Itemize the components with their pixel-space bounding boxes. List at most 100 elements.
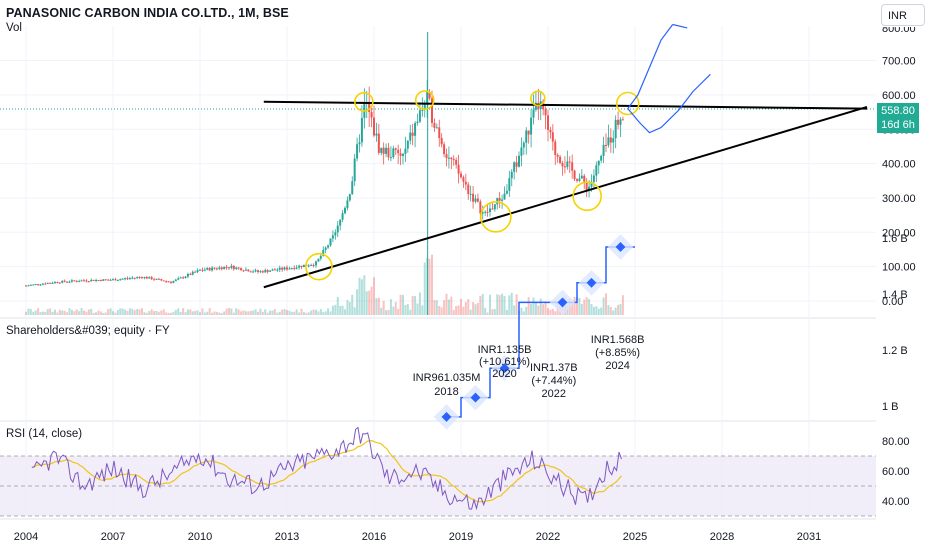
- candle-body: [136, 277, 139, 279]
- volume-bar: [102, 312, 105, 315]
- candle-body: [119, 279, 122, 281]
- candle-body: [302, 264, 305, 268]
- fundamental-marker: [499, 363, 510, 374]
- candle-body: [576, 179, 578, 181]
- volume-bar: [237, 309, 240, 315]
- candle-body: [85, 280, 88, 282]
- volume-bar: [319, 309, 322, 315]
- volume-bar: [276, 312, 279, 315]
- candle-body: [215, 268, 218, 270]
- candle-body: [126, 278, 129, 280]
- currency-selector[interactable]: INR: [881, 4, 925, 26]
- candle-body: [191, 271, 194, 275]
- fundamental-pane-label: Shareholders&#039; equity · FY: [6, 325, 170, 337]
- candle-body: [423, 103, 426, 110]
- volume-bar: [421, 305, 424, 315]
- candle-body: [344, 207, 346, 214]
- volume-bar: [530, 303, 533, 315]
- fundamental-marker: [615, 242, 626, 252]
- volume-bar: [44, 311, 47, 315]
- candle-body: [404, 148, 407, 154]
- volume-bar: [365, 291, 368, 315]
- volume-bar: [450, 296, 453, 315]
- time-tick-label: 2004: [14, 531, 38, 543]
- volume-bar: [203, 312, 206, 315]
- volume-bar: [133, 310, 136, 315]
- candle-body: [39, 284, 42, 286]
- candle-body: [486, 211, 489, 213]
- candle-body: [49, 282, 52, 284]
- candle-body: [585, 182, 588, 191]
- volume-bar: [605, 293, 607, 315]
- volume-bar: [360, 279, 363, 315]
- price-tick-label: 200.00: [882, 227, 916, 239]
- pattern-circle: [615, 91, 640, 116]
- candle-body: [172, 281, 175, 283]
- volume-bar: [254, 309, 257, 315]
- volume-bar: [208, 308, 211, 315]
- volume-bar: [592, 306, 595, 315]
- volume-bar: [114, 312, 117, 315]
- volume-bar: [614, 307, 617, 315]
- candle-body: [44, 283, 47, 285]
- volume-bar: [542, 304, 545, 315]
- candle-body: [133, 277, 136, 279]
- volume-bar: [66, 312, 69, 315]
- volume-bar: [259, 308, 262, 315]
- volume-bar: [37, 308, 40, 315]
- candle-body: [435, 127, 438, 129]
- volume-bar: [498, 295, 501, 315]
- time-tick-label: 2031: [797, 531, 821, 543]
- volume-bar: [597, 308, 600, 315]
- candle-body: [310, 264, 313, 266]
- volume-bar: [329, 311, 332, 315]
- candle-body: [259, 271, 262, 273]
- candle-body: [162, 280, 165, 282]
- candle-body: [247, 269, 250, 272]
- candle-body: [266, 270, 269, 272]
- candle-body: [223, 266, 226, 270]
- candle-body: [600, 155, 603, 161]
- candle-body: [501, 199, 504, 201]
- volume-bar: [182, 308, 185, 315]
- price-tick-label: 0.00: [882, 296, 903, 308]
- candle-body: [220, 267, 223, 270]
- candle-body: [317, 258, 320, 262]
- candle-body: [377, 133, 380, 153]
- candle-body: [588, 186, 591, 191]
- candle-body: [522, 142, 525, 148]
- candle-body: [293, 267, 296, 269]
- volume-bar: [353, 307, 356, 315]
- volume-bar: [525, 306, 528, 315]
- time-tick-label: 2022: [536, 531, 560, 543]
- candle-body: [556, 154, 559, 157]
- candle-body: [182, 277, 185, 279]
- volume-bar: [290, 311, 293, 315]
- candle-body: [121, 278, 124, 280]
- candle-body: [489, 208, 491, 213]
- volume-bar: [580, 303, 583, 315]
- rsi-line: [31, 426, 622, 511]
- volume-bar: [409, 309, 412, 315]
- candles-group: [25, 79, 624, 287]
- volume-bar: [126, 310, 129, 315]
- candle-body: [278, 267, 281, 270]
- candle-body: [230, 265, 233, 268]
- pattern-circle: [414, 90, 435, 110]
- candle-body: [78, 281, 81, 283]
- volume-bar: [177, 308, 180, 315]
- volume-bar: [346, 300, 349, 315]
- volume-bar: [585, 297, 588, 315]
- volume-bar: [46, 309, 49, 315]
- candle-body: [232, 265, 235, 270]
- volume-bar: [527, 297, 530, 315]
- candle-body: [547, 115, 549, 130]
- candle-body: [431, 98, 433, 123]
- candle-body: [443, 144, 446, 155]
- candle-body: [307, 265, 310, 267]
- candle-body: [445, 154, 448, 159]
- candle-body: [273, 269, 276, 271]
- candle-body: [58, 282, 61, 284]
- rsi-tick-label: 60.00: [882, 466, 910, 478]
